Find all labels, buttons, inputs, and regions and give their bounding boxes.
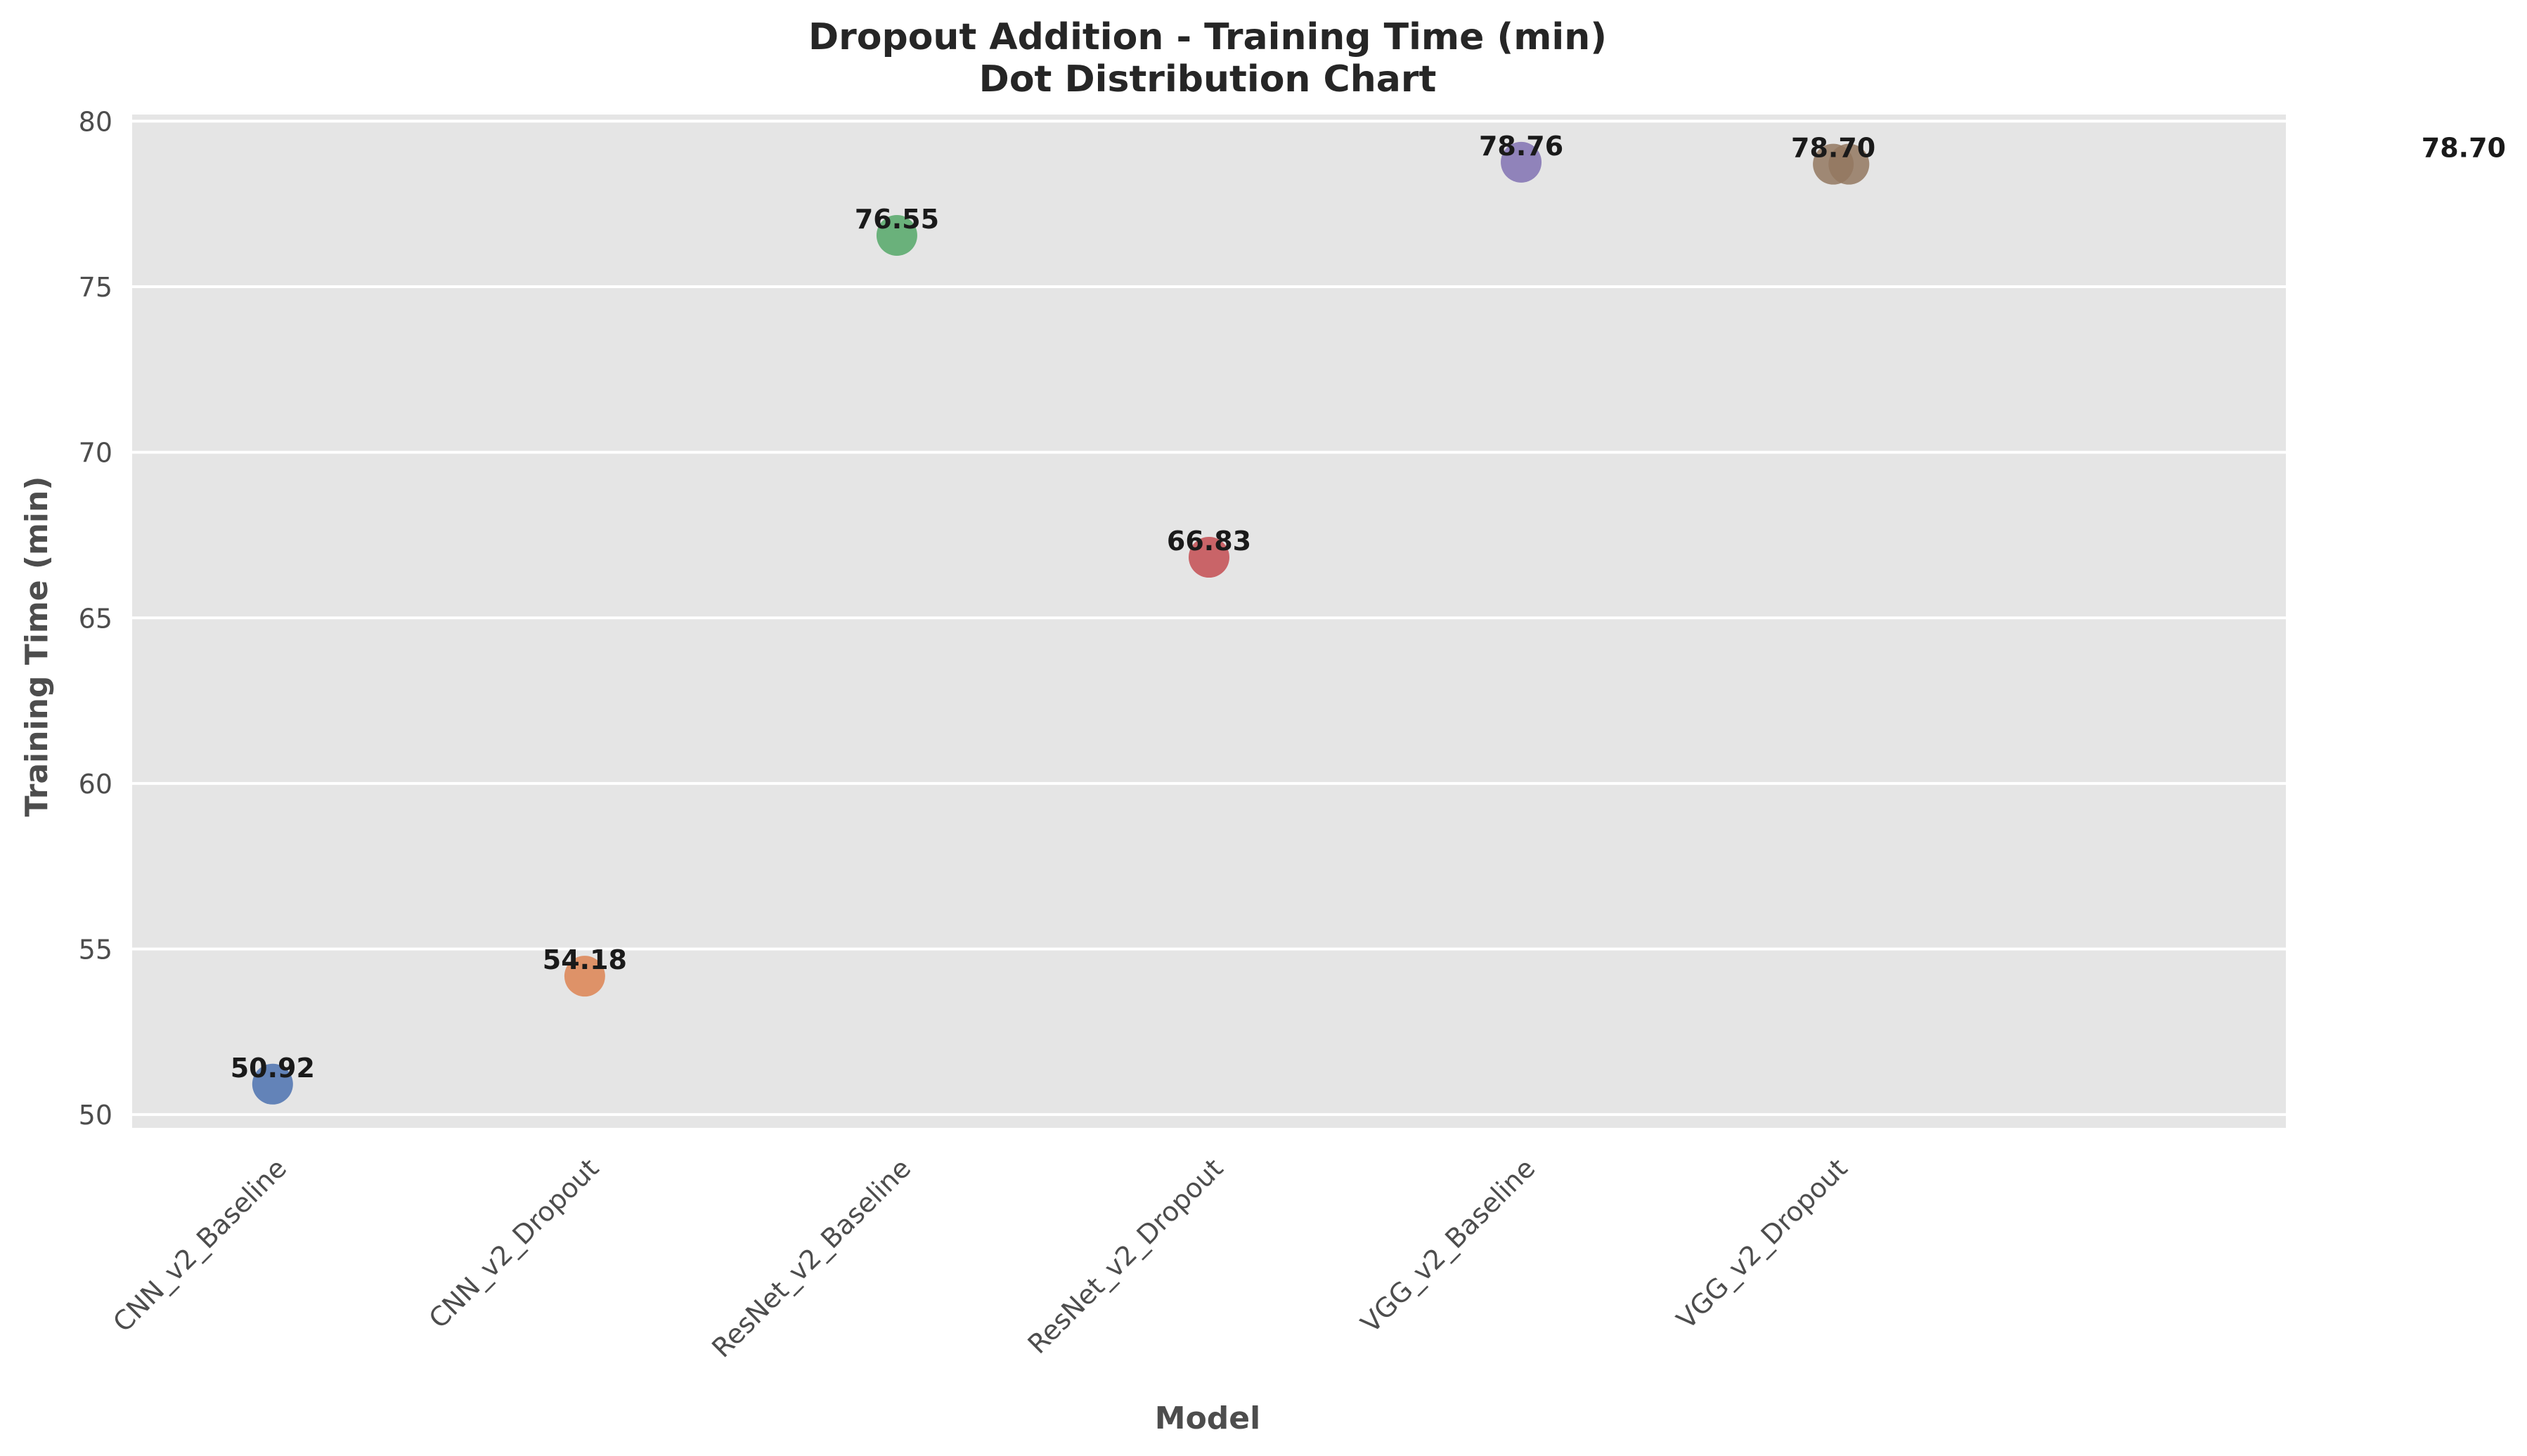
data-point — [1828, 143, 1870, 185]
y-tick-label: 60 — [79, 769, 112, 800]
outside-data-label: 78.70 — [2422, 133, 2506, 164]
x-axis-label: Model — [1155, 1400, 1260, 1436]
data-points — [252, 141, 1870, 1105]
y-tick-label: 70 — [79, 438, 112, 469]
data-label: 54.18 — [543, 944, 627, 975]
data-point — [564, 956, 605, 997]
x-tick-label: CNN_v2_Dropout — [423, 1152, 605, 1334]
data-label: 78.76 — [1479, 131, 1563, 162]
grid-lines — [132, 119, 2286, 1117]
data-label: 78.70 — [1791, 133, 1875, 164]
x-tick-label: VGG_v2_Dropout — [1671, 1152, 1854, 1335]
x-tick-label: VGG_v2_Baseline — [1355, 1152, 1541, 1339]
data-point — [1501, 141, 1542, 183]
data-point — [252, 1063, 293, 1105]
y-tick-label: 65 — [79, 603, 112, 634]
y-axis-label: Training Time (min) — [19, 476, 55, 817]
y-tick-label: 75 — [79, 272, 112, 303]
x-tick-label: CNN_v2_Baseline — [107, 1152, 292, 1338]
chart-title: Dropout Addition - Training Time (min) — [808, 16, 1607, 58]
data-label: 66.83 — [1167, 526, 1251, 557]
data-label: 76.55 — [855, 204, 939, 235]
data-point — [876, 215, 917, 256]
x-tick-label: ResNet_v2_Baseline — [706, 1152, 917, 1363]
data-labels: 50.92 54.18 76.55 66.83 78.76 78.70 78.70 — [231, 131, 2506, 1084]
x-tick-label: ResNet_v2_Dropout — [1022, 1152, 1229, 1360]
data-label: 50.92 — [231, 1053, 315, 1084]
y-tick-labels: 50 55 60 65 70 75 80 — [79, 106, 112, 1131]
chart-subtitle: Dot Distribution Chart — [979, 58, 1437, 100]
x-tick-labels: CNN_v2_Baseline CNN_v2_Dropout ResNet_v2_B… — [107, 1152, 1853, 1363]
plot-area — [132, 115, 2286, 1128]
y-tick-label: 55 — [79, 935, 112, 966]
y-tick-label: 50 — [79, 1100, 112, 1131]
y-tick-label: 80 — [79, 106, 112, 137]
data-point — [1189, 537, 1229, 578]
